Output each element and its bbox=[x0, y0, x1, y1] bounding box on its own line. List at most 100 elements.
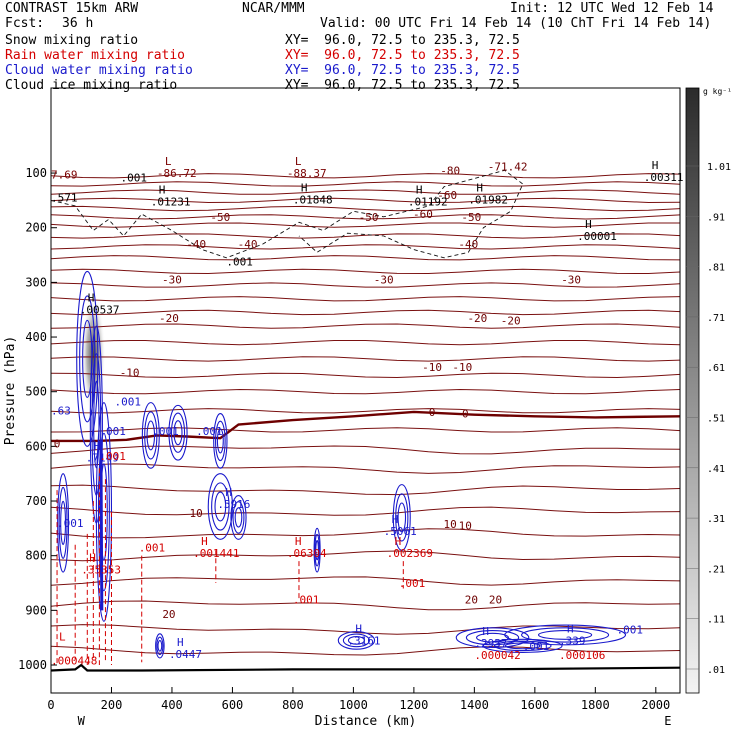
isotherm-label: 0 bbox=[54, 438, 61, 451]
isotherm-label: 20 bbox=[162, 608, 175, 621]
cloud-water-contour bbox=[337, 631, 376, 650]
x-end-label-east: E bbox=[664, 714, 671, 728]
extremum-value: .3161 bbox=[347, 634, 380, 647]
isotherm-line bbox=[50, 339, 681, 346]
isotherm-label: -50 bbox=[359, 211, 379, 224]
colorbar-label: .71 bbox=[707, 313, 725, 324]
cloud-water-contour bbox=[155, 633, 165, 659]
x-tick-label: 400 bbox=[161, 698, 183, 712]
extremum-value: .06304 bbox=[287, 547, 327, 560]
isotherm-label: -50 bbox=[210, 211, 230, 224]
isotherm-line bbox=[50, 197, 681, 204]
field-snow-name: Snow mixing ratio bbox=[5, 33, 139, 48]
extremum-value: .001 bbox=[523, 640, 550, 653]
extremum-value: .63 bbox=[51, 404, 71, 417]
x-tick-label: 800 bbox=[282, 698, 304, 712]
y-tick-label: 600 bbox=[25, 439, 47, 453]
cloud-water-contour bbox=[465, 630, 520, 646]
cloud-water-contour bbox=[234, 507, 243, 528]
isotherm-line bbox=[50, 181, 681, 187]
x-tick-label: 1800 bbox=[581, 698, 610, 712]
colorbar-label: .61 bbox=[707, 363, 725, 374]
cloud-water-contour bbox=[58, 486, 68, 559]
extremum-marker: H bbox=[392, 513, 399, 526]
cloud-water-contour bbox=[315, 540, 319, 561]
y-tick-label: 800 bbox=[25, 549, 47, 563]
extremum-value: -88.37 bbox=[287, 167, 327, 180]
extremum-value: .01982 bbox=[468, 193, 508, 206]
colorbar-label: .21 bbox=[707, 564, 725, 575]
extremum-value: .001 bbox=[616, 623, 643, 636]
cloud-water-contour bbox=[141, 402, 160, 469]
x-tick-label: 200 bbox=[101, 698, 123, 712]
cloud-water-contour bbox=[232, 501, 245, 534]
cloud-water-contour bbox=[455, 627, 530, 649]
y-tick-label: 100 bbox=[25, 166, 47, 180]
cloud-water-contour bbox=[493, 640, 552, 652]
cloud-water-contour bbox=[392, 484, 411, 551]
isotherm-line bbox=[50, 205, 681, 212]
y-tick-label: 400 bbox=[25, 330, 47, 344]
extremum-marker: H bbox=[89, 551, 96, 564]
cloud-water-contour bbox=[144, 411, 158, 460]
isotherm-line bbox=[50, 268, 681, 275]
isotherm-label: -20 bbox=[159, 312, 179, 325]
extremum-value: .7149 bbox=[86, 451, 119, 464]
snow-shading bbox=[81, 295, 106, 415]
extremum-marker: H bbox=[301, 181, 308, 194]
cloud-water-contour bbox=[170, 412, 186, 453]
isotherm-line bbox=[50, 528, 681, 539]
model-title: CONTRAST 15km ARW bbox=[5, 1, 139, 16]
cloud-water-contour bbox=[395, 493, 409, 542]
colorbar-unit: g kg⁻¹ bbox=[703, 87, 732, 96]
colorbar-label: .41 bbox=[707, 464, 725, 475]
extremum-value: .00001 bbox=[577, 230, 617, 243]
extremum-value: .001 bbox=[152, 425, 179, 438]
extremum-marker: H bbox=[225, 486, 232, 499]
isotherm-line bbox=[50, 356, 681, 362]
isotherm-label: 0 bbox=[429, 406, 436, 419]
isotherm-line bbox=[50, 427, 681, 433]
colorbar-label: 1.01 bbox=[707, 162, 731, 173]
valid-time: Valid: 00 UTC Fri 14 Feb 14 (10 ChT Fri … bbox=[320, 16, 712, 31]
isotherm-label: 0 bbox=[462, 408, 469, 421]
colorbar bbox=[685, 87, 700, 694]
extremum-value: .001 bbox=[57, 517, 84, 530]
cloud-water-contour bbox=[313, 527, 321, 573]
isotherm-label: -80 bbox=[440, 164, 460, 177]
isotherm-label: -20 bbox=[467, 312, 487, 325]
extremum-value: .000448 bbox=[51, 655, 97, 668]
extremum-marker: H bbox=[201, 535, 208, 548]
cloud-water-contour bbox=[213, 413, 228, 469]
field-rain-xy: XY= 96.0, 72.5 to 235.3, 72.5 bbox=[285, 48, 520, 63]
extremum-value: .001 bbox=[99, 450, 126, 463]
extremum-value: .339 bbox=[559, 634, 586, 647]
cloud-water-contour bbox=[397, 502, 407, 533]
field-rain-name: Rain water mixing ratio bbox=[5, 48, 186, 63]
cloud-water-contour bbox=[57, 473, 70, 573]
isotherm-line bbox=[50, 222, 680, 228]
extremum-marker: H bbox=[177, 636, 184, 649]
extremum-marker: H bbox=[355, 622, 362, 635]
isotherm-label: -71.42 bbox=[488, 161, 528, 174]
isotherm-line bbox=[50, 309, 681, 316]
isotherm-line bbox=[50, 282, 681, 288]
x-tick-label: 1400 bbox=[460, 698, 489, 712]
cloud-water-contour bbox=[97, 432, 110, 592]
fcst-label: Fcst: bbox=[5, 16, 45, 31]
field-cloudwater-xy: XY= 96.0, 72.5 to 235.3, 72.5 bbox=[285, 63, 520, 78]
plot-frame bbox=[50, 87, 681, 694]
init-time: Init: 12 UTC Wed 12 Feb 14 bbox=[510, 1, 714, 16]
isotherm-line bbox=[50, 600, 681, 611]
y-tick-label: 900 bbox=[25, 603, 47, 617]
cloud-water-contour bbox=[211, 482, 230, 531]
field-cloudice-name: Cloud ice mixing ratio bbox=[5, 78, 178, 93]
x-tick-label: 0 bbox=[47, 698, 54, 712]
extremum-value: .571 bbox=[51, 192, 78, 205]
fcst-value: 36 h bbox=[62, 16, 94, 31]
cloud-water-contour bbox=[156, 636, 164, 656]
y-tick-label: 500 bbox=[25, 385, 47, 399]
cloud-water-contour bbox=[173, 420, 183, 446]
extremum-marker: H bbox=[567, 622, 574, 635]
cloud-water-contour bbox=[537, 630, 593, 640]
